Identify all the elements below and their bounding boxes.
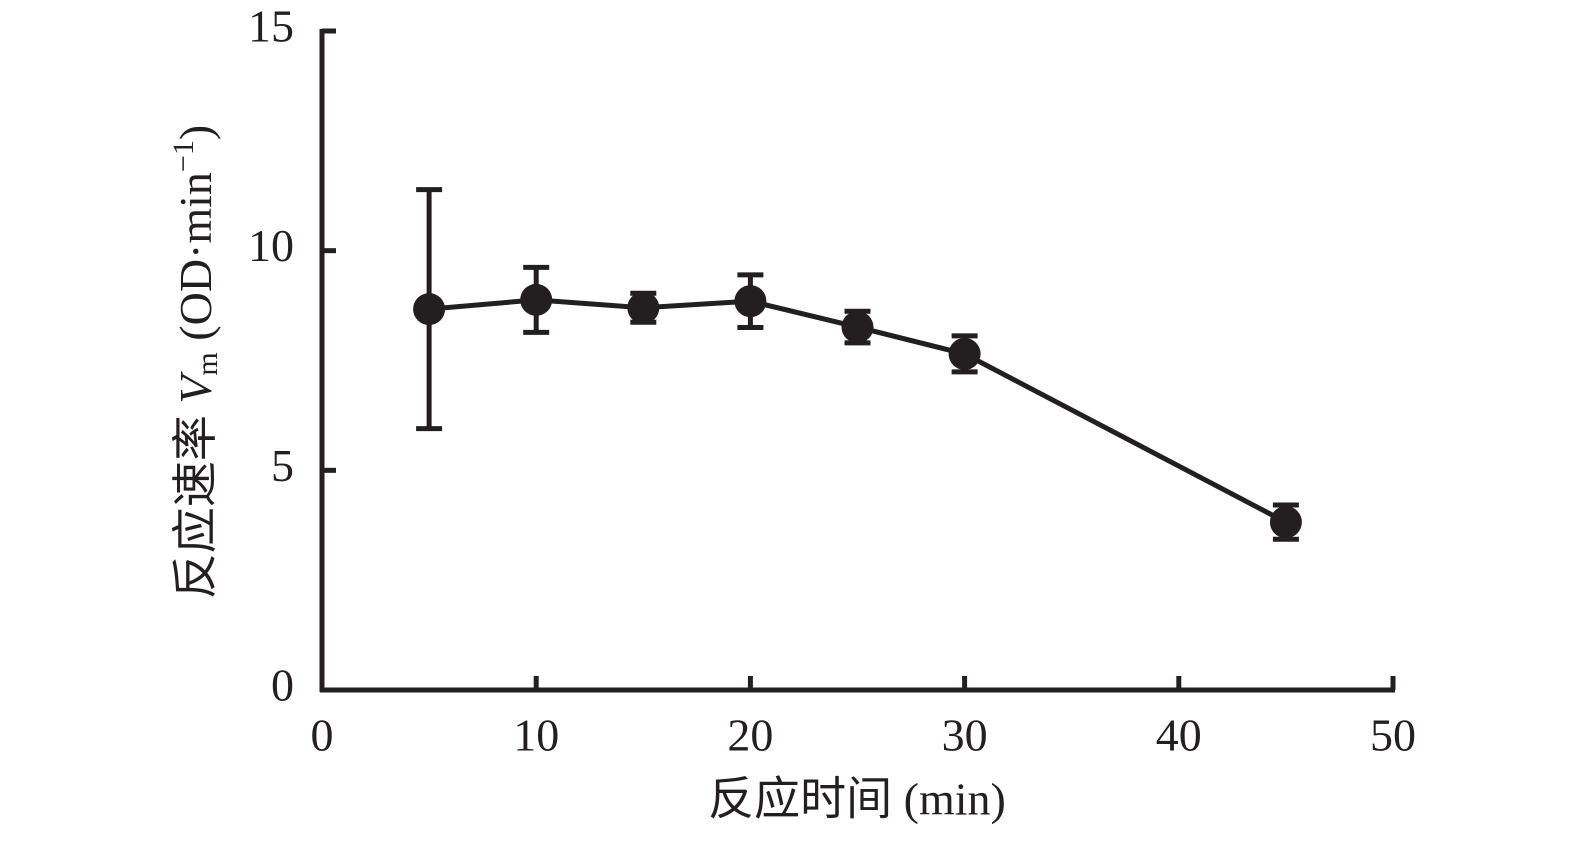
y-axis-title-part: ): [170, 125, 221, 140]
data-point: [520, 283, 553, 316]
x-tick-label: 30: [942, 710, 988, 761]
y-axis-title-part: (OD·min: [170, 172, 221, 352]
data-point: [1269, 506, 1302, 539]
y-axis-title-part: m: [191, 352, 224, 375]
data-point: [734, 285, 767, 318]
y-tick-label: 15: [248, 1, 294, 52]
x-tick-label: 20: [727, 710, 773, 761]
x-tick-label: 50: [1370, 710, 1416, 761]
y-tick-label: 0: [271, 660, 294, 711]
x-tick-label: 0: [311, 710, 334, 761]
data-point: [841, 311, 874, 344]
y-tick-label: 5: [271, 440, 294, 491]
y-axis-title-part: V: [170, 371, 221, 404]
y-axis-title-part: 反应速率: [170, 404, 221, 600]
y-axis-title-part: −1: [167, 140, 200, 172]
data-point: [627, 291, 660, 324]
y-tick-label: 10: [248, 220, 294, 271]
x-tick-label: 40: [1156, 710, 1202, 761]
y-axis-title: 反应速率 Vm (OD·min−1): [167, 125, 224, 599]
x-tick-label: 10: [513, 710, 559, 761]
x-axis-title: 反应时间 (min): [708, 774, 1006, 825]
data-point: [413, 293, 446, 326]
data-point: [948, 337, 981, 370]
